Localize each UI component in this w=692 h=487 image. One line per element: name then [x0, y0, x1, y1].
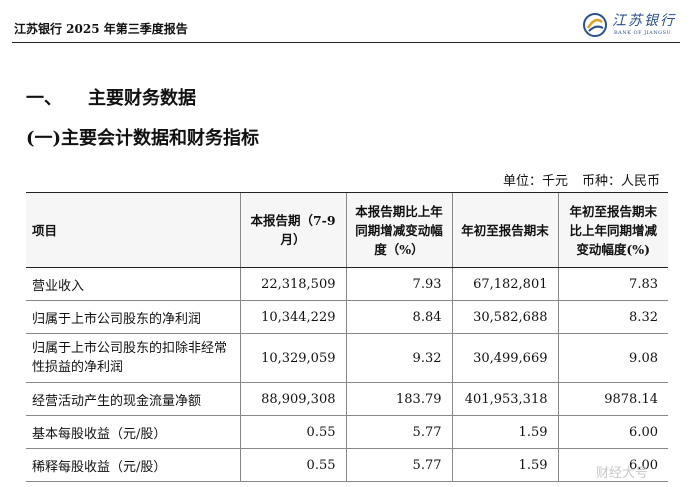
header-divider	[12, 42, 680, 43]
row-label: 基本每股收益（元/股）	[26, 415, 240, 449]
table-row: 经营活动产生的现金流量净额 88,909,308 183.79 401,953,…	[26, 382, 668, 416]
cell-value: 9.08	[557, 333, 668, 383]
report-header: 江苏银行 2025 年第三季度报告 江苏银行 BANK OF JIANGSU	[0, 0, 692, 46]
cell-value: 5.77	[345, 448, 452, 482]
row-label: 归属于上市公司股东的扣除非经常性损益的净利润	[26, 333, 240, 383]
subsection-title: (一)主要会计数据和财务指标	[26, 128, 260, 149]
cell-value: 10,329,059	[239, 333, 346, 383]
row-label: 归属于上市公司股东的净利润	[26, 300, 240, 334]
row-label: 经营活动产生的现金流量净额	[26, 382, 240, 416]
unit-line: 单位：千元 币种：人民币	[489, 170, 660, 189]
row-label: 稀释每股收益（元/股）	[26, 448, 240, 482]
column-header-ytd: 年初至报告期末	[451, 192, 558, 268]
table-row: 归属于上市公司股东的净利润 10,344,229 8.84 30,582,688…	[26, 300, 668, 334]
cell-value: 30,499,669	[451, 333, 558, 383]
cell-value: 5.77	[345, 415, 452, 449]
report-title: 江苏银行 2025 年第三季度报告	[14, 22, 188, 36]
column-header-ytd-change: 年初至报告期末比上年同期增减变动幅度(%)	[557, 192, 668, 268]
currency-label: 币种：人民币	[581, 174, 660, 189]
bank-logo-icon	[583, 13, 607, 37]
cell-value: 1.59	[451, 448, 558, 482]
watermark: 财经大号	[596, 466, 649, 481]
cell-value: 401,953,318	[451, 382, 558, 416]
cell-value: 9.32	[345, 333, 452, 383]
cell-value: 0.55	[239, 415, 346, 449]
cell-value: 7.93	[345, 267, 452, 301]
cell-value: 6.00	[557, 448, 668, 482]
cell-value: 22,318,509	[239, 267, 346, 301]
section-number: 一、	[26, 88, 62, 109]
unit-label: 单位：千元	[502, 174, 568, 189]
bank-logo-subtitle: BANK OF JIANGSU	[614, 30, 672, 36]
table-row: 营业收入 22,318,509 7.93 67,182,801 7.83	[26, 267, 668, 301]
cell-value: 88,909,308	[239, 382, 346, 416]
section-title: 一、 主要财务数据	[26, 84, 196, 110]
cell-value: 0.55	[239, 448, 346, 482]
table-header-row: 项目 本报告期（7-9 月） 本报告期比上年同期增减变动幅度（%） 年初至报告期…	[26, 192, 668, 268]
cell-value: 9878.14	[557, 382, 668, 416]
cell-value: 1.59	[451, 415, 558, 449]
table-row: 基本每股收益（元/股） 0.55 5.77 1.59 6.00	[26, 415, 668, 449]
bank-logo-name: 江苏银行	[612, 13, 676, 29]
row-label: 营业收入	[26, 267, 240, 301]
bank-logo: 江苏银行 BANK OF JIANGSU	[582, 10, 682, 42]
financial-data-table: 项目 本报告期（7-9 月） 本报告期比上年同期增减变动幅度（%） 年初至报告期…	[26, 192, 668, 482]
column-header-current-change: 本报告期比上年同期增减变动幅度（%）	[345, 192, 452, 268]
cell-value: 8.84	[345, 300, 452, 334]
cell-value: 6.00	[557, 415, 668, 449]
section-title-text: 主要财务数据	[88, 88, 196, 109]
cell-value: 30,582,688	[451, 300, 558, 334]
table-row: 稀释每股收益（元/股） 0.55 5.77 1.59 6.00	[26, 448, 668, 482]
column-header-item: 项目	[26, 192, 240, 268]
table-row: 归属于上市公司股东的扣除非经常性损益的净利润 10,329,059 9.32 3…	[26, 333, 668, 383]
cell-value: 67,182,801	[451, 267, 558, 301]
cell-value: 7.83	[557, 267, 668, 301]
cell-value: 8.32	[557, 300, 668, 334]
cell-value: 183.79	[345, 382, 452, 416]
cell-value: 10,344,229	[239, 300, 346, 334]
column-header-current-period: 本报告期（7-9 月）	[239, 192, 346, 268]
